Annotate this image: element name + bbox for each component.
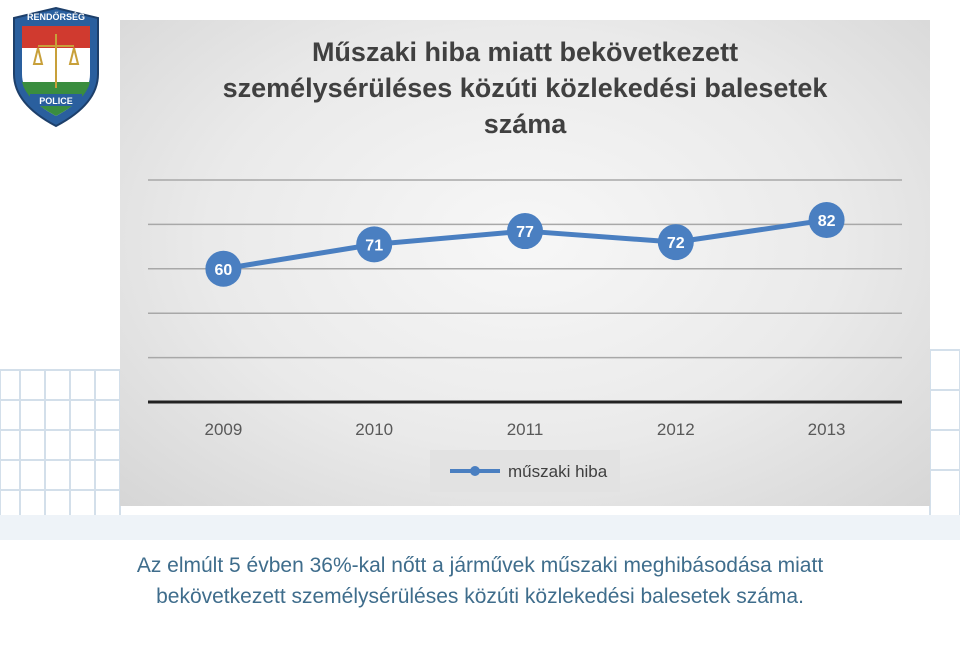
legend-label: műszaki hiba	[508, 462, 608, 481]
x-tick-label: 2011	[507, 420, 544, 439]
data-label: 82	[818, 213, 836, 230]
data-label: 71	[365, 237, 383, 254]
caption-line: Az elmúlt 5 évben 36%-kal nőtt a járműve…	[136, 554, 824, 577]
chart-panel: Műszaki hiba miatt bekövetkezett személy…	[120, 20, 930, 506]
data-label: 60	[215, 262, 233, 279]
x-tick-label: 2010	[355, 420, 393, 439]
chart-title-line: Műszaki hiba miatt bekövetkezett	[311, 37, 739, 67]
data-point	[356, 226, 393, 263]
x-tick-label: 2009	[204, 420, 242, 439]
line-chart: 2009 2010 2011 2012 2013 60 71 77 72 82 műszaki hi…	[148, 179, 902, 492]
x-tick-label: 2012	[657, 420, 695, 439]
background-building-image	[0, 349, 960, 540]
chart-title-line: személysérüléses közúti közlekedési bale…	[222, 73, 828, 103]
data-point	[808, 201, 845, 238]
chart-title-line: száma	[483, 109, 567, 139]
data-point	[205, 250, 242, 287]
x-tick-label: 2013	[808, 420, 846, 439]
caption: Az elmúlt 5 évben 36%-kal nőtt a járműve…	[40, 550, 920, 612]
data-point	[507, 213, 543, 250]
chart-title: Műszaki hiba miatt bekövetkezett személy…	[120, 34, 930, 142]
data-label: 72	[667, 235, 685, 252]
police-logo: RENDŐRSÉG POLICE	[13, 6, 99, 128]
logo-bottom-text: POLICE	[39, 96, 73, 106]
data-point	[657, 224, 694, 261]
caption-line: bekövetkezett személysérüléses közúti kö…	[156, 585, 804, 608]
logo-top-text: RENDŐRSÉG	[27, 11, 85, 22]
legend-marker	[470, 466, 480, 476]
data-label: 77	[516, 224, 534, 241]
